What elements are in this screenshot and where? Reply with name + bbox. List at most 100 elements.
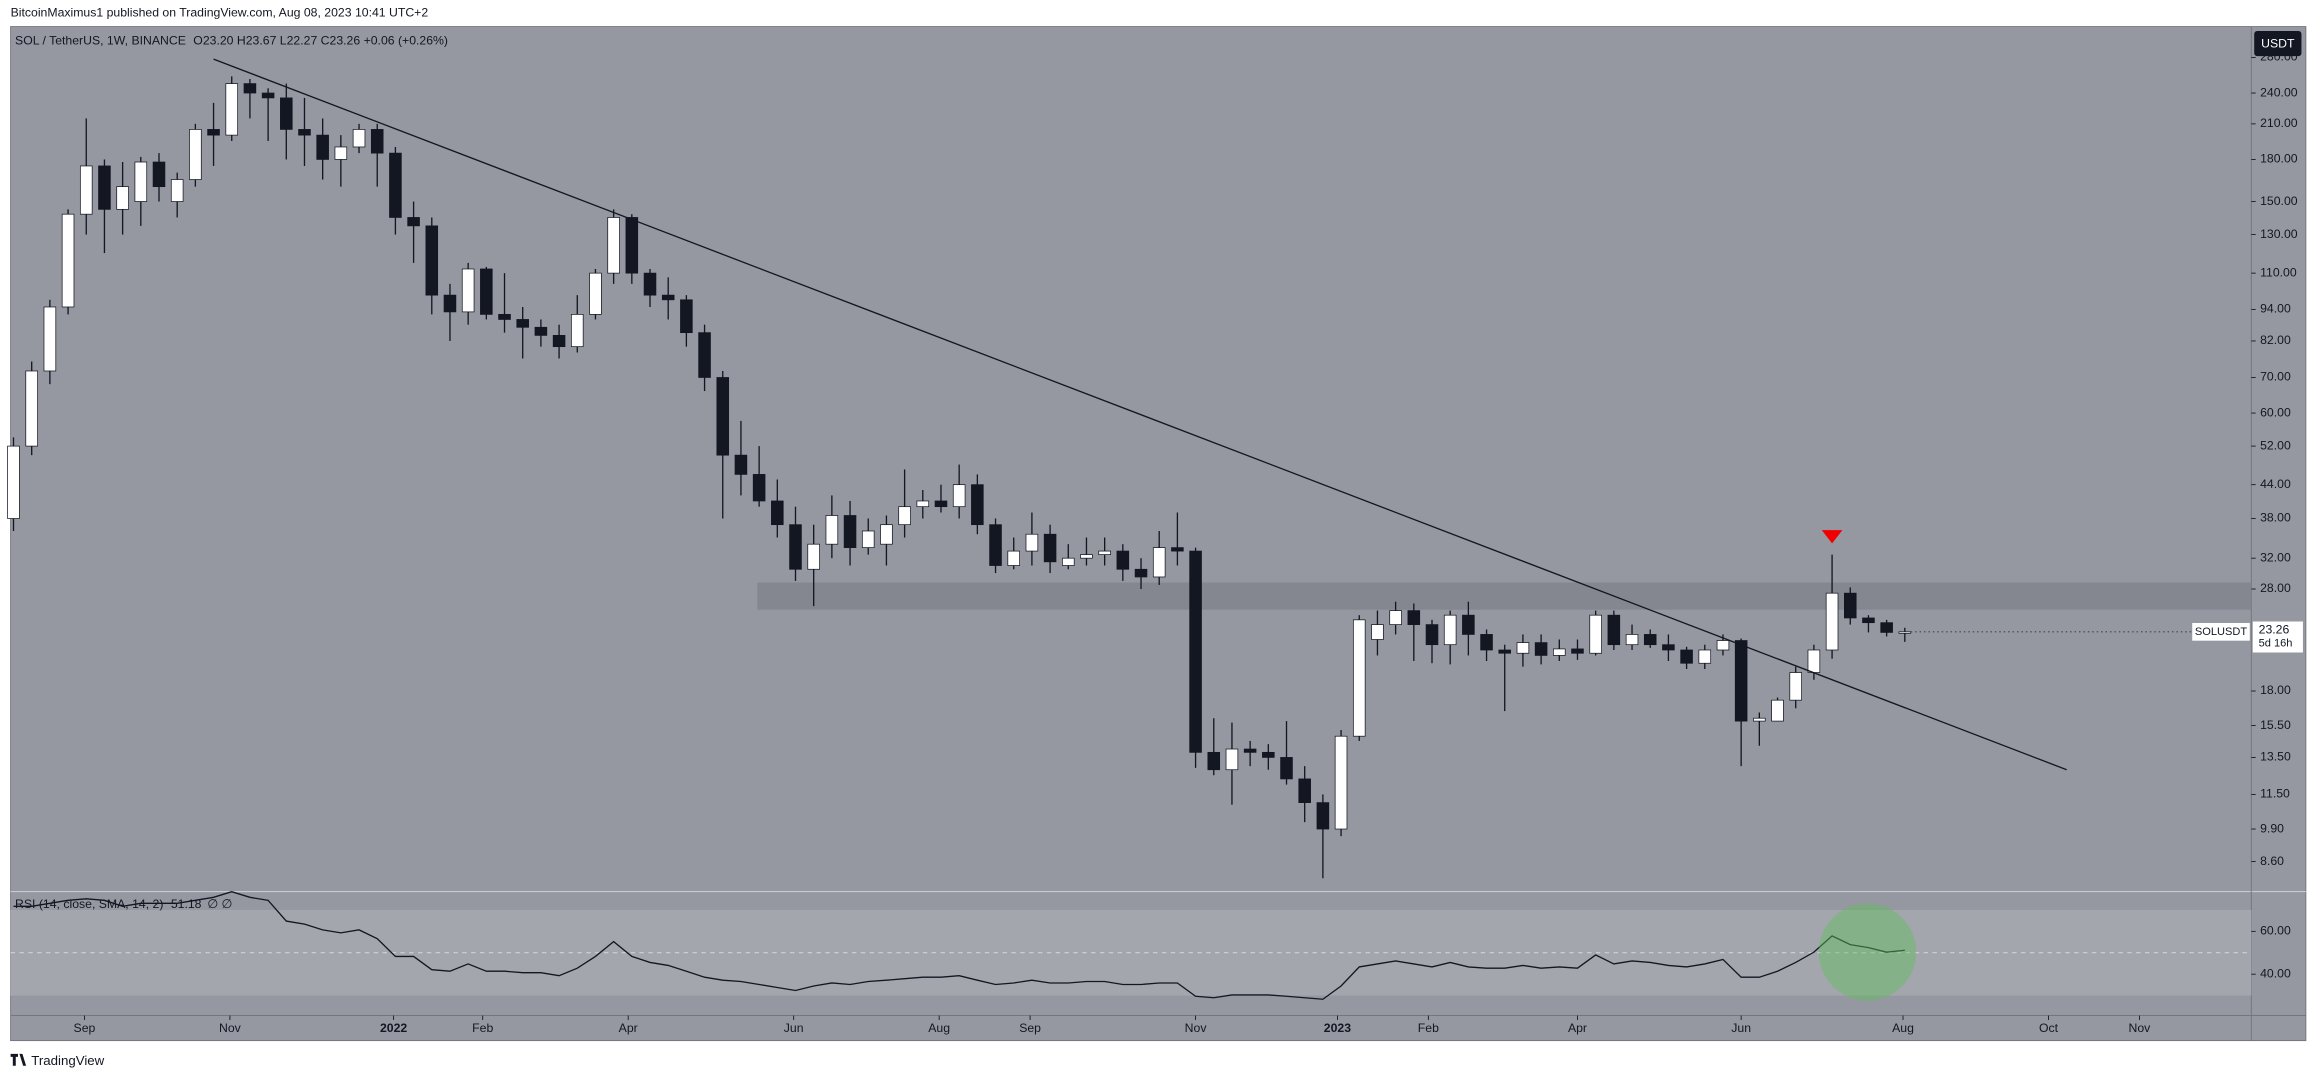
candle-body [1553, 648, 1566, 656]
candle-body [1698, 649, 1712, 664]
y-tick-label: 18.00 [2260, 683, 2291, 697]
x-tick-label: Jun [1731, 1021, 1751, 1035]
resistance-zone [757, 582, 2252, 610]
y-tick-label: 15.50 [2260, 718, 2291, 732]
candle-body [1225, 748, 1239, 771]
candle-body [1425, 624, 1439, 646]
candle-body [534, 326, 548, 336]
candle-body [1171, 547, 1184, 552]
candle-body [1025, 533, 1039, 552]
candle-body [1498, 649, 1512, 654]
candle-body [1134, 568, 1148, 578]
candle-body [625, 217, 639, 274]
candle-body [243, 83, 257, 94]
y-tick-label: 52.00 [2260, 438, 2291, 452]
candle-body [898, 506, 911, 526]
x-tick-label: Apr [1568, 1021, 1587, 1035]
price-legend: SOL / TetherUS, 1W, BINANCE O23.20 H23.67… [15, 34, 448, 48]
x-tick-label: Aug [1892, 1021, 1914, 1035]
candle-body [734, 454, 748, 475]
candle-body [261, 92, 275, 99]
candle-body [1880, 622, 1893, 633]
candle-body [1680, 649, 1693, 664]
candle-body [280, 97, 293, 130]
candle-body [170, 179, 184, 202]
price-badge-value: 23.26 [2259, 623, 2290, 637]
candle-body [1625, 634, 1639, 646]
candle-body [1207, 751, 1221, 771]
x-tick-label: Feb [1418, 1021, 1439, 1035]
candle-body [880, 524, 893, 545]
candle-body [934, 500, 948, 508]
y-tick-label: 28.00 [2260, 581, 2291, 595]
price-badge-countdown: 5d 16h [2259, 638, 2293, 650]
candle-body [552, 335, 566, 348]
candle-body [1189, 550, 1202, 753]
y-tick-label: 180.00 [2260, 152, 2298, 166]
candle-body [1352, 619, 1366, 737]
x-tick-label: Sep [1019, 1021, 1041, 1035]
candle-body [1243, 748, 1257, 753]
candle-body [752, 474, 766, 502]
candle-body [1371, 624, 1384, 640]
y-tick-label: 210.00 [2260, 116, 2298, 130]
candle-body [971, 484, 984, 526]
y-tick-label: 8.60 [2260, 854, 2284, 868]
candle-body [225, 83, 239, 136]
candle-body [1607, 614, 1621, 646]
candle-body [1643, 634, 1657, 646]
y-tick-label: 70.00 [2260, 370, 2291, 384]
candle-body [589, 272, 602, 315]
candle-body [480, 268, 493, 315]
candle-body [1516, 642, 1530, 654]
publisher: BitcoinMaximus1 published on TradingView… [11, 6, 429, 20]
candle-body [1389, 610, 1402, 625]
currency-badge[interactable] [2254, 30, 2302, 57]
candle-body [1080, 554, 1093, 559]
candle-body [1062, 557, 1075, 566]
candle-body [7, 445, 20, 519]
candle-body [716, 377, 730, 456]
candle-body [316, 134, 329, 160]
candle-body [1280, 757, 1293, 780]
candle-body [643, 272, 657, 296]
price-badge [2252, 621, 2303, 653]
candle-body [334, 146, 348, 160]
y-tick-label: 44.00 [2260, 477, 2291, 491]
candle-body [389, 152, 402, 218]
x-tick-label: Apr [619, 1021, 638, 1035]
candle-body [298, 129, 311, 136]
candle-body [607, 217, 620, 274]
candle-body [1152, 547, 1166, 578]
candle-body [425, 225, 439, 296]
candle-body [843, 515, 857, 548]
candle-body [680, 299, 693, 334]
candle-body [461, 268, 475, 313]
candle-body [1753, 717, 1766, 722]
plot: 280.00240.00210.00180.00150.00130.00110.… [7, 50, 2303, 1035]
symbol-badge [2192, 622, 2250, 641]
candle-body [25, 370, 38, 447]
y-tick-label: 130.00 [2260, 227, 2298, 241]
candle-body [1298, 778, 1311, 803]
symbol-title: SOL / TetherUS, 1W, BINANCE [15, 34, 186, 48]
candle-body [1316, 802, 1330, 830]
candle-body [1898, 631, 1912, 634]
candle-body [807, 543, 820, 570]
candle-body [1789, 672, 1802, 701]
candle-body [1462, 614, 1475, 635]
candle-body [61, 213, 75, 308]
candle-body [1262, 751, 1275, 758]
y-tick-label: 9.90 [2260, 821, 2284, 835]
candle-body [789, 524, 802, 570]
x-tick-label: Nov [1185, 1021, 1208, 1035]
candle-body [134, 161, 148, 202]
candle-body [916, 500, 930, 508]
candle-body [498, 314, 511, 320]
brand: TradingView [31, 1053, 104, 1068]
y-tick-label: 82.00 [2260, 333, 2291, 347]
x-tick-label: Nov [219, 1021, 242, 1035]
candle-body [1334, 735, 1348, 830]
candle-body [407, 217, 420, 227]
